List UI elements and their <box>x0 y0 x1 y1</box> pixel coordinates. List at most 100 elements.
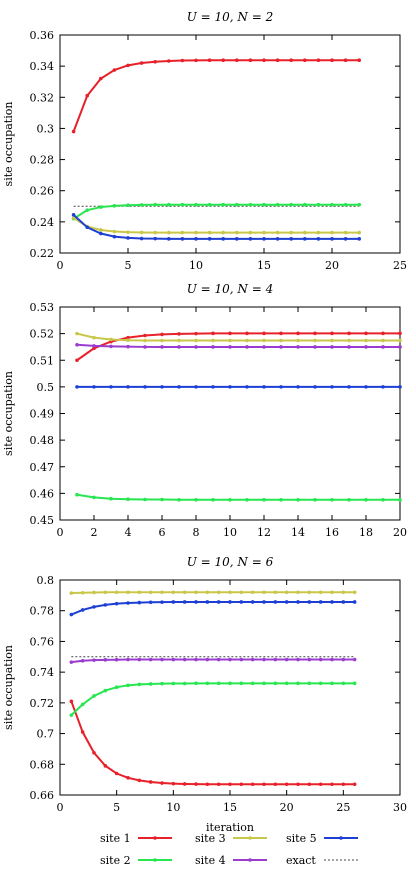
data-point-site5 <box>228 385 232 389</box>
series-line-site2 <box>70 682 355 716</box>
y-tick-label: 0.36 <box>30 29 55 42</box>
data-point-site5 <box>180 237 185 241</box>
data-point-site4 <box>126 344 130 349</box>
data-point-site3 <box>207 230 212 235</box>
data-point-site4 <box>364 345 368 349</box>
x-tick-label: 15 <box>223 801 237 814</box>
data-point-site4 <box>245 345 249 349</box>
data-point-site2 <box>364 497 368 502</box>
data-point-site1 <box>245 331 249 336</box>
data-point-site5 <box>228 600 232 604</box>
data-point-site2 <box>330 497 334 502</box>
data-point-site3 <box>137 590 142 595</box>
series-line-site1 <box>76 332 400 362</box>
data-point-site1 <box>347 331 351 336</box>
chart-title: U = 10, N = 4 <box>187 282 274 296</box>
data-point-site2 <box>221 202 225 207</box>
data-point-site5 <box>85 225 89 230</box>
data-point-site5 <box>289 237 294 241</box>
data-point-site1 <box>216 782 221 787</box>
data-point-site5 <box>194 237 198 241</box>
data-point-site1 <box>343 58 348 63</box>
x-tick-label: 8 <box>193 526 200 539</box>
data-point-site5 <box>357 237 362 241</box>
legend-label-site5: site 5 <box>286 832 317 845</box>
data-point-site4 <box>398 345 402 349</box>
data-point-site4 <box>273 657 278 662</box>
plot-frame <box>59 579 401 796</box>
data-point-site5 <box>69 612 74 617</box>
data-point-site2 <box>85 208 89 212</box>
data-point-site3 <box>126 590 130 595</box>
data-point-site2 <box>171 681 176 686</box>
legend-label-site4: site 4 <box>195 854 226 867</box>
data-point-site4 <box>137 657 142 662</box>
data-point-site2 <box>194 681 198 686</box>
legend-label-exact: exact <box>286 854 316 867</box>
data-point-site5 <box>194 385 198 389</box>
series-line-site3 <box>71 591 355 595</box>
data-point-site3 <box>303 230 307 235</box>
data-point-site1 <box>211 331 215 336</box>
data-point-site3 <box>262 338 266 343</box>
data-point-site4 <box>182 657 187 662</box>
data-point-site3 <box>250 590 255 595</box>
data-point-site1 <box>177 332 181 336</box>
series-line-site3 <box>76 332 400 342</box>
y-tick-label: 0.52 <box>30 328 55 341</box>
legend-label-site3: site 3 <box>195 832 226 845</box>
data-point-site2 <box>126 497 130 502</box>
data-point-site4 <box>228 657 232 662</box>
data-point-site3 <box>205 590 210 595</box>
y-tick-label: 0.49 <box>30 408 55 421</box>
data-point-site5 <box>248 237 253 241</box>
y-tick-label: 0.66 <box>30 789 55 802</box>
data-point-site2 <box>109 496 113 501</box>
data-point-site4 <box>194 657 198 662</box>
y-tick-label: 0.26 <box>30 185 55 198</box>
data-point-site3 <box>211 338 215 343</box>
data-point-site1 <box>160 781 164 785</box>
data-point-site4 <box>80 658 85 663</box>
series-line-site4 <box>71 658 355 664</box>
data-point-site3 <box>307 590 312 595</box>
data-point-site3 <box>262 230 266 235</box>
legend-marker-site3 <box>248 836 252 840</box>
data-point-site1 <box>235 58 239 63</box>
data-point-site5 <box>205 600 210 604</box>
data-point-site1 <box>194 58 198 63</box>
data-point-site1 <box>153 59 157 64</box>
x-tick-label: 20 <box>280 801 294 814</box>
data-point-site3 <box>160 338 164 343</box>
data-point-site3 <box>99 228 103 232</box>
data-point-site5 <box>207 237 212 241</box>
x-tick-label: 10 <box>166 801 180 814</box>
data-point-site1 <box>112 68 117 72</box>
data-point-site1 <box>160 332 164 337</box>
data-point-site4 <box>279 345 283 349</box>
data-point-site5 <box>211 385 215 389</box>
data-point-site2 <box>313 497 317 502</box>
data-point-site4 <box>171 657 176 662</box>
data-point-site2 <box>275 202 280 207</box>
data-point-site2 <box>248 202 253 207</box>
data-point-site5 <box>313 385 317 389</box>
data-point-site2 <box>211 497 215 502</box>
data-point-site1 <box>330 331 334 336</box>
data-point-site2 <box>148 682 153 686</box>
data-point-site3 <box>177 338 181 343</box>
data-point-site5 <box>296 385 300 389</box>
data-point-site5 <box>160 600 164 604</box>
data-point-site3 <box>194 338 198 343</box>
data-point-site4 <box>341 657 346 662</box>
data-point-site3 <box>341 590 346 595</box>
data-point-site3 <box>289 230 294 235</box>
data-point-site3 <box>171 590 176 595</box>
data-point-site4 <box>262 345 266 349</box>
legend-label-site1: site 1 <box>100 832 131 845</box>
data-point-site4 <box>143 345 147 349</box>
data-point-site3 <box>103 590 108 595</box>
data-point-site1 <box>167 59 171 63</box>
data-point-site2 <box>289 202 294 207</box>
